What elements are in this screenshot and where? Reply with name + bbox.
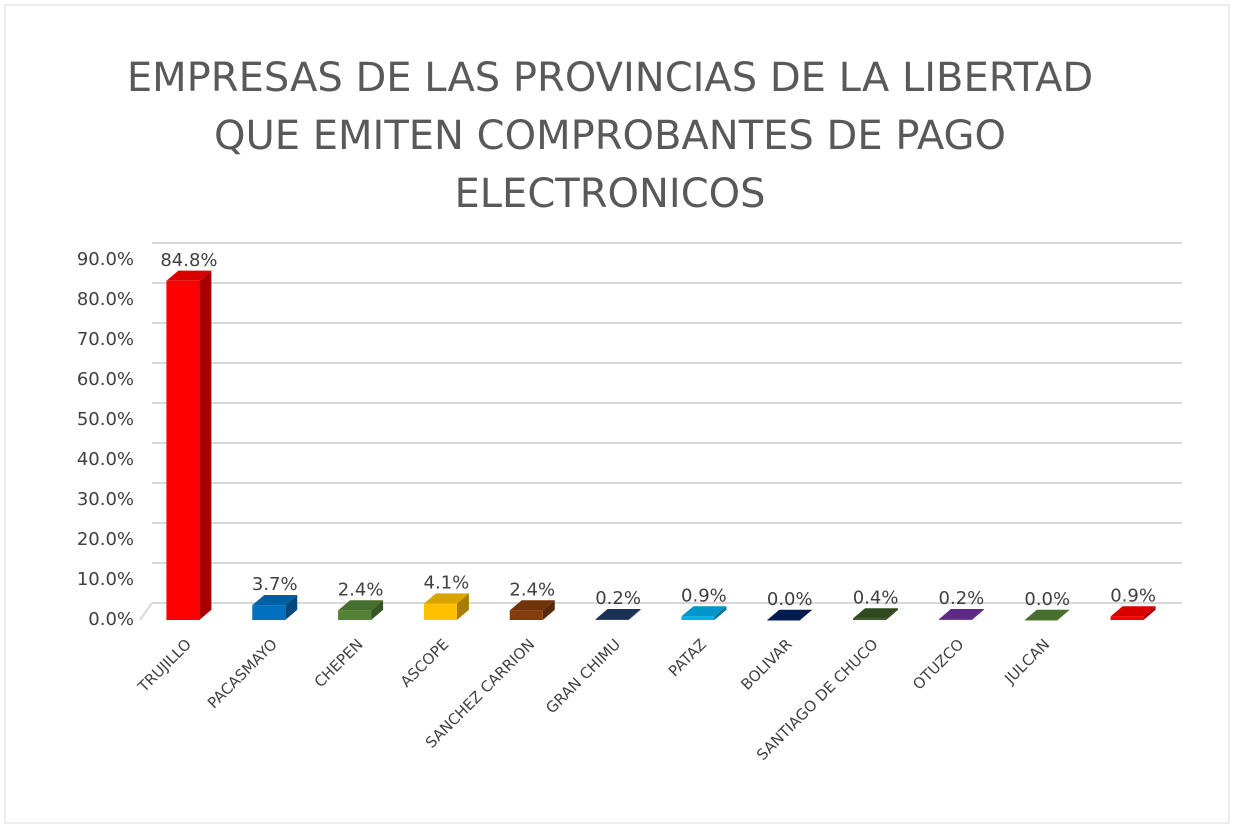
bar-top: [681, 606, 727, 617]
bar-top: [338, 600, 384, 611]
bar: [509, 610, 543, 620]
y-tick-label: 0.0%: [88, 609, 134, 630]
bar: [423, 603, 457, 620]
data-label: 4.1%: [424, 573, 470, 594]
bar-top: [252, 595, 298, 606]
bar-side: [1143, 606, 1156, 620]
chart-title: EMPRESAS DE LAS PROVINCIAS DE LA LIBERTA…: [127, 55, 1093, 101]
bar-top: [1024, 609, 1070, 620]
bar: [767, 620, 801, 621]
bar-top: [595, 609, 641, 620]
bar-side: [542, 600, 555, 620]
bar-top: [938, 609, 984, 620]
y-tick-label: 30.0%: [77, 489, 134, 510]
bar-side: [456, 593, 469, 620]
bar: [338, 610, 372, 620]
data-label: 84.8%: [160, 250, 217, 271]
bar: [595, 619, 629, 620]
bar-side: [285, 595, 298, 620]
data-label: 0.4%: [853, 587, 899, 608]
bar-side: [971, 609, 984, 620]
bar-top: [1110, 606, 1156, 617]
y-tick-label: 40.0%: [77, 449, 134, 470]
bar-side: [371, 600, 384, 620]
bar-top: [767, 609, 813, 620]
data-label: 3.7%: [252, 574, 298, 595]
bar: [252, 605, 286, 620]
data-label: 0.9%: [681, 585, 727, 606]
chart-title: ELECTRONICOS: [455, 171, 766, 217]
data-label: 2.4%: [509, 579, 555, 600]
bar-side: [628, 609, 641, 620]
bar-side: [714, 606, 727, 620]
data-label: 0.0%: [767, 589, 813, 610]
bar: [166, 280, 200, 620]
data-label: 0.2%: [939, 588, 985, 609]
data-label: 2.4%: [338, 579, 384, 600]
floor-edge: [139, 602, 153, 621]
chart-title: QUE EMITEN COMPROBANTES DE PAGO: [214, 113, 1006, 159]
bar-top: [853, 608, 899, 619]
data-label: 0.9%: [1110, 585, 1156, 606]
y-tick-label: 60.0%: [77, 369, 134, 390]
bar: [853, 618, 887, 620]
y-tick-label: 20.0%: [77, 529, 134, 550]
y-tick-label: 50.0%: [77, 409, 134, 430]
data-label: 0.2%: [595, 588, 641, 609]
bar: [1110, 616, 1144, 620]
bar-top: [423, 593, 469, 604]
data-label: 0.0%: [1024, 589, 1070, 610]
bar: [1024, 620, 1058, 621]
bar-top: [166, 270, 212, 281]
bar-side: [886, 608, 899, 620]
y-tick-label: 70.0%: [77, 329, 134, 350]
bar: [681, 616, 715, 620]
bar-top: [509, 600, 555, 611]
y-tick-label: 80.0%: [77, 289, 134, 310]
bar-side: [199, 270, 212, 620]
y-tick-label: 10.0%: [77, 569, 134, 590]
bar: [938, 619, 972, 620]
y-tick-label: 90.0%: [77, 249, 134, 270]
